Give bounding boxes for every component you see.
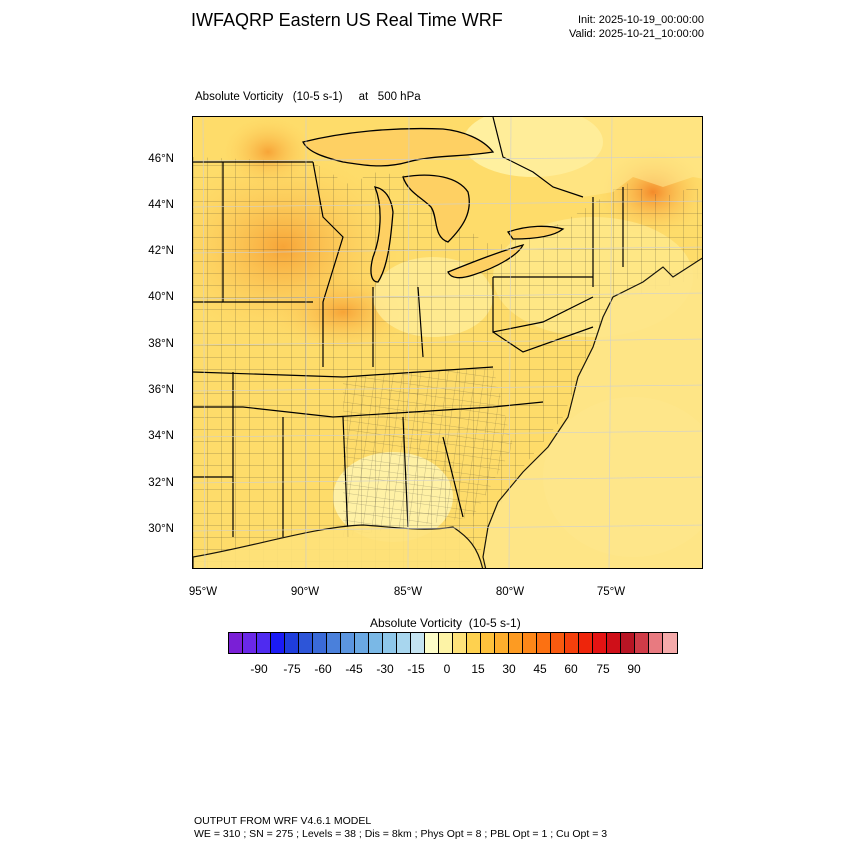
colorbar-swatch [607, 633, 621, 653]
colorbar-swatch [341, 633, 355, 653]
atlantic-ocean [482, 257, 702, 568]
colorbar-swatch [397, 633, 411, 653]
colorbar-swatch [495, 633, 509, 653]
colorbar-label: 90 [627, 662, 641, 676]
field-subtitle: Absolute Vorticity (10-5 s-1) at 500 hPa [195, 91, 421, 103]
colorbar-swatch [635, 633, 649, 653]
colorbar-swatch [299, 633, 313, 653]
lake-erie [447, 243, 525, 279]
chart-title: IWFAQRP Eastern US Real Time WRF [191, 10, 503, 30]
gulf-of-mexico [193, 524, 484, 568]
colorbar-label: -30 [376, 662, 394, 676]
colorbar-swatch [271, 633, 285, 653]
colorbar-label: 75 [596, 662, 610, 676]
colorbar-swatch [663, 633, 677, 653]
valid-time: Valid: 2025-10-21_10:00:00 [569, 28, 704, 40]
colorbar-label: -60 [314, 662, 332, 676]
colorbar-swatch [369, 633, 383, 653]
lon-label-75w: 75°W [596, 586, 626, 598]
lake-ontario [506, 225, 565, 240]
lat-label-38n: 38°N [148, 338, 174, 350]
colorbar-label: 15 [471, 662, 485, 676]
colorbar-label: -15 [407, 662, 425, 676]
lon-label-85w: 85°W [393, 586, 423, 598]
colorbar-swatch [509, 633, 523, 653]
colorbar-swatch [537, 633, 551, 653]
lake-huron [402, 174, 470, 243]
map-canvas [193, 117, 702, 568]
colorbar-swatch [439, 633, 453, 653]
colorbar-swatch [313, 633, 327, 653]
colorbar-swatch [355, 633, 369, 653]
colorbar-label: 45 [533, 662, 547, 676]
colorbar [228, 632, 678, 654]
lat-label-42n: 42°N [148, 245, 174, 257]
lake-superior [302, 127, 495, 167]
colorbar-label: -75 [283, 662, 301, 676]
canada-region [493, 117, 702, 197]
colorbar-swatch [593, 633, 607, 653]
colorbar-label: 30 [502, 662, 516, 676]
colorbar-swatch [327, 633, 341, 653]
lake-michigan [370, 186, 394, 283]
state-boundaries [193, 161, 624, 538]
lat-label-36n: 36°N [148, 384, 174, 396]
lat-label-46n: 46°N [148, 153, 174, 165]
colorbar-swatch [523, 633, 537, 653]
init-time: Init: 2025-10-19_00:00:00 [578, 14, 704, 26]
model-info-line2: WE = 310 ; SN = 275 ; Levels = 38 ; Dis … [194, 828, 608, 840]
colorbar-swatch [425, 633, 439, 653]
lat-label-32n: 32°N [148, 477, 174, 489]
lat-label-44n: 44°N [148, 199, 174, 211]
colorbar-swatch [257, 633, 271, 653]
colorbar-swatch [579, 633, 593, 653]
vorticity-map [192, 116, 703, 569]
lon-label-90w: 90°W [290, 586, 320, 598]
lon-label-80w: 80°W [495, 586, 525, 598]
colorbar-swatch [243, 633, 257, 653]
colorbar-swatch [285, 633, 299, 653]
colorbar-label: 0 [443, 662, 451, 676]
colorbar-label: -90 [250, 662, 268, 676]
colorbar-swatch [411, 633, 425, 653]
lon-label-95w: 95°W [188, 586, 218, 598]
colorbar-swatch [453, 633, 467, 653]
county-boundaries [193, 157, 702, 568]
lat-label-34n: 34°N [148, 430, 174, 442]
colorbar-swatch [467, 633, 481, 653]
graticule [193, 117, 702, 568]
lat-label-40n: 40°N [148, 291, 174, 303]
colorbar-swatch [229, 633, 243, 653]
model-info-line1: OUTPUT FROM WRF V4.6.1 MODEL [194, 815, 372, 827]
colorbar-swatch [383, 633, 397, 653]
colorbar-title: Absolute Vorticity (10-5 s-1) [370, 616, 521, 630]
colorbar-swatch [565, 633, 579, 653]
colorbar-swatch [481, 633, 495, 653]
colorbar-swatch [621, 633, 635, 653]
colorbar-swatch [551, 633, 565, 653]
colorbar-label: -45 [345, 662, 363, 676]
colorbar-label: 60 [564, 662, 578, 676]
lat-label-30n: 30°N [148, 523, 174, 535]
colorbar-swatch [649, 633, 663, 653]
